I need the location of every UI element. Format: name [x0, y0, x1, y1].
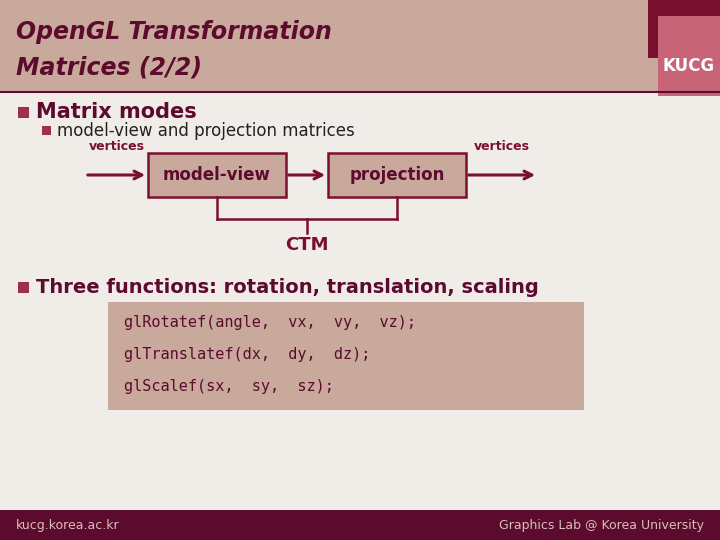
Text: OpenGL Transformation: OpenGL Transformation: [16, 20, 332, 44]
Text: vertices: vertices: [89, 139, 145, 152]
Bar: [0, 0, 720, 92]
Text: model-view: model-view: [163, 166, 271, 184]
Text: Matrix modes: Matrix modes: [36, 103, 197, 123]
Text: glRotatef(angle,  vx,  vy,  vz);: glRotatef(angle, vx, vy, vz);: [124, 314, 416, 329]
Text: glTranslatef(dx,  dy,  dz);: glTranslatef(dx, dy, dz);: [124, 347, 370, 361]
Text: Three functions: rotation, translation, scaling: Three functions: rotation, translation, …: [36, 278, 539, 297]
Bar: [42, 126, 51, 135]
Bar: [148, 153, 286, 197]
Text: glScalef(sx,  sy,  sz);: glScalef(sx, sy, sz);: [124, 379, 334, 394]
Text: Matrices (2/2): Matrices (2/2): [16, 56, 202, 80]
Text: CTM: CTM: [285, 236, 329, 254]
Bar: [0, 510, 720, 540]
Text: Graphics Lab @ Korea University: Graphics Lab @ Korea University: [499, 518, 704, 531]
Text: kucg.korea.ac.kr: kucg.korea.ac.kr: [16, 518, 120, 531]
Text: model-view and projection matrices: model-view and projection matrices: [57, 122, 355, 139]
Text: projection: projection: [349, 166, 445, 184]
Bar: [108, 302, 584, 410]
Bar: [18, 107, 29, 118]
Bar: [18, 282, 29, 293]
Bar: [328, 153, 466, 197]
Bar: [648, 0, 720, 58]
Bar: [658, 16, 720, 96]
Text: KUCG: KUCG: [663, 57, 715, 75]
Text: vertices: vertices: [474, 139, 530, 152]
